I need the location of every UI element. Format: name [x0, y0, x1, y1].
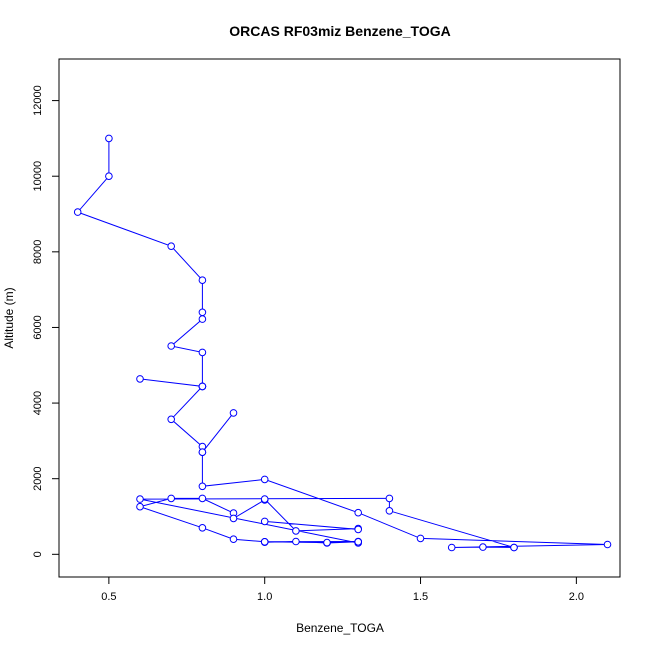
y-tick-label: 2000: [32, 466, 44, 490]
chart-title: ORCAS RF03miz Benzene_TOGA: [229, 23, 450, 39]
data-point: [292, 527, 300, 535]
data-point: [510, 543, 518, 552]
x-axis: 0.5 1.0 1.5 2.0: [101, 576, 584, 603]
data-point: [198, 348, 207, 357]
data-series: [73, 134, 612, 552]
y-tick-label: 4000: [32, 391, 44, 415]
x-axis-label: Benzene_TOGA: [296, 621, 384, 635]
data-point: [260, 538, 269, 546]
data-point: [603, 540, 612, 549]
data-point: [198, 382, 207, 391]
x-tick-label: 1.5: [413, 591, 428, 603]
y-tick-label: 6000: [32, 315, 44, 339]
data-point: [136, 375, 144, 383]
data-point: [105, 172, 113, 180]
data-point: [198, 524, 207, 532]
data-point: [416, 534, 425, 543]
y-axis: 0 2000 4000 6000 8000 10000 12000: [32, 85, 60, 557]
data-point: [198, 276, 207, 285]
data-point: [198, 448, 207, 457]
y-tick-label: 10000: [32, 161, 44, 192]
data-point: [229, 514, 238, 523]
data-point: [447, 543, 456, 552]
x-tick-label: 2.0: [569, 591, 584, 603]
data-point: [167, 494, 175, 503]
data-point: [198, 494, 207, 503]
data-point: [385, 494, 394, 503]
y-tick-label: 8000: [32, 240, 44, 264]
data-point: [354, 538, 363, 546]
data-point: [167, 415, 175, 424]
data-point: [136, 495, 144, 503]
data-point: [73, 208, 82, 216]
data-point: [229, 535, 238, 544]
y-tick-label: 12000: [32, 85, 44, 116]
data-point: [198, 308, 207, 317]
data-point: [198, 482, 207, 491]
data-point: [105, 134, 113, 143]
data-point: [292, 537, 300, 546]
data-point: [167, 342, 175, 350]
y-axis-label: Altitude (m): [2, 287, 16, 348]
data-point: [198, 315, 207, 323]
data-point: [260, 495, 269, 503]
data-point: [479, 543, 487, 551]
data-point: [323, 538, 331, 547]
data-point: [136, 502, 144, 511]
data-point: [354, 508, 363, 517]
y-tick-label: 0: [32, 551, 44, 557]
series-line: [76, 138, 608, 548]
data-point: [260, 517, 269, 526]
data-point: [385, 507, 394, 515]
data-point: [167, 242, 175, 250]
data-point: [229, 409, 238, 417]
data-point: [354, 525, 363, 534]
x-tick-label: 1.0: [257, 591, 272, 603]
x-tick-label: 0.5: [101, 591, 116, 603]
data-point: [260, 475, 269, 484]
